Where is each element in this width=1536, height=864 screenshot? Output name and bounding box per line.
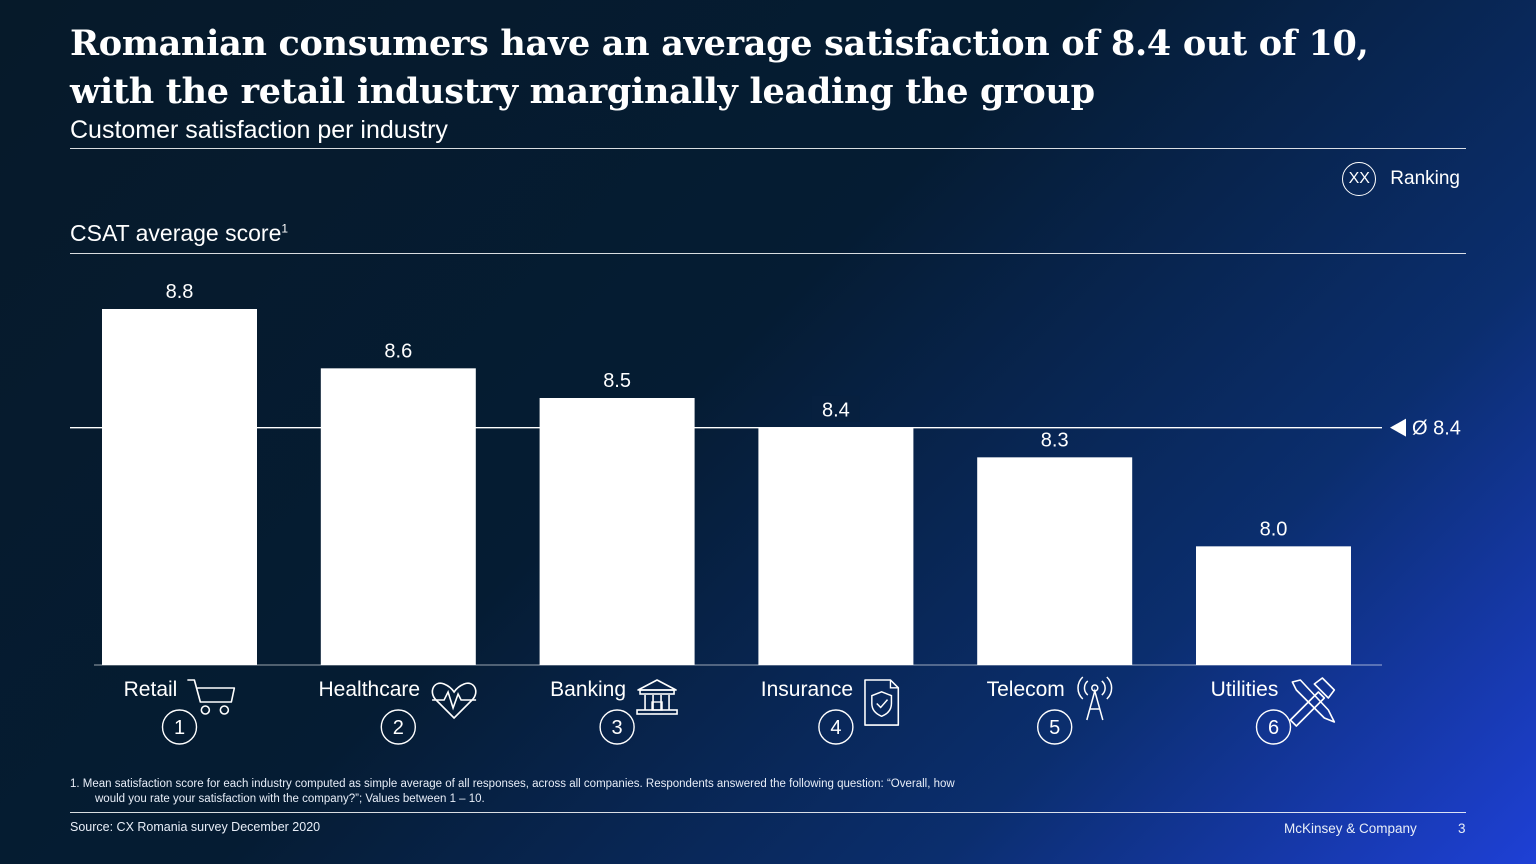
heart-pulse-icon [431, 682, 477, 720]
rank-number: 5 [1049, 717, 1060, 739]
title-divider [70, 148, 1466, 149]
value-label: 8.3 [1041, 429, 1069, 451]
category-label: Utilities [1211, 678, 1279, 701]
ranking-legend: XX Ranking [1342, 162, 1460, 196]
rank-circle [1036, 709, 1073, 745]
rank-circle [599, 709, 635, 745]
cart-icon [187, 679, 236, 715]
page-number: 3 [1458, 821, 1466, 836]
brand-name: McKinsey & Company [1284, 821, 1417, 836]
antenna-icon [1077, 676, 1113, 721]
value-label: 8.5 [603, 370, 631, 392]
source-note: Source: CX Romania survey December 2020 [70, 820, 321, 834]
bar-healthcare [320, 368, 476, 665]
footnote: 1. Mean satisfaction score for each indu… [70, 777, 1010, 807]
insurance-shield-icon [864, 679, 900, 726]
category-label: Banking [550, 678, 626, 701]
footnote-line-1: 1. Mean satisfaction score for each indu… [70, 778, 955, 790]
page-title: Romanian consumers have an average satis… [70, 23, 1369, 112]
average-marker-triangle [1390, 418, 1406, 437]
value-label: 8.8 [166, 281, 194, 303]
average-label: Ø 8.4 [1412, 418, 1461, 440]
bar-banking [539, 398, 695, 665]
bar-retail [102, 309, 257, 665]
rank-circle [380, 709, 416, 745]
chart-title-footnote-ref: 1 [281, 221, 289, 236]
footnote-line-2: would you rate your satisfaction with th… [95, 793, 485, 805]
rank-circle [161, 709, 198, 745]
value-label: 8.6 [384, 340, 412, 362]
ranking-legend-label: Ranking [1390, 168, 1460, 189]
rank-number: 2 [393, 717, 404, 739]
rank-number: 1 [174, 717, 185, 739]
value-label: 8.0 [1260, 518, 1288, 540]
footer-divider [70, 812, 1466, 813]
bank-icon [636, 679, 678, 715]
value-label-mask [811, 395, 860, 422]
category-label: Telecom [987, 678, 1065, 701]
bar-utilities [1196, 546, 1351, 665]
category-label: Insurance [761, 678, 853, 701]
rank-circle [818, 709, 854, 745]
category-label: Healthcare [319, 678, 421, 701]
rank-number: 3 [612, 717, 623, 739]
rank-number: 6 [1268, 717, 1279, 739]
chart-title: CSAT average score1 [70, 220, 288, 247]
tools-icon [1289, 677, 1336, 727]
category-label: Retail [124, 678, 178, 701]
chart-title-text: CSAT average score [70, 220, 282, 246]
rank-number: 4 [830, 717, 841, 739]
bar-insurance [758, 427, 914, 665]
bar-telecom [977, 457, 1133, 665]
page-subtitle: Customer satisfaction per industry [70, 116, 448, 144]
value-label: 8.4 [822, 400, 850, 422]
ranking-legend-symbol: XX [1342, 162, 1377, 196]
chart-title-divider [70, 253, 1466, 254]
rank-circle [1255, 709, 1292, 745]
